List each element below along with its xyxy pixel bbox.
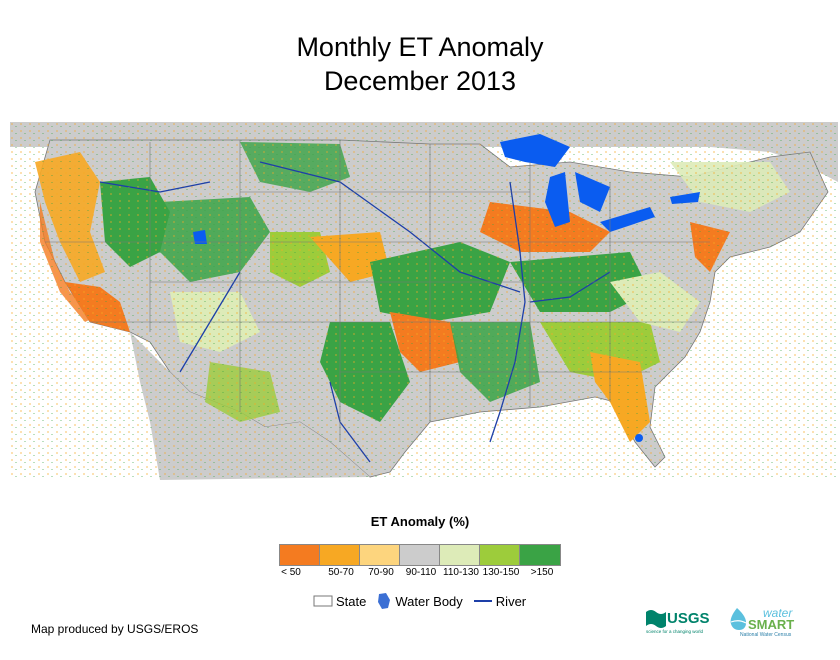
legend-label: >150 <box>530 567 554 578</box>
swatch-lt-50 <box>280 545 320 565</box>
map-subtitle: December 2013 <box>323 66 517 96</box>
watersmart-top: water <box>763 606 793 620</box>
legend-labels: < 50 50-70 70-90 90-110 110-130 130-150 … <box>279 567 563 581</box>
swatch-110-130 <box>440 545 480 565</box>
layer-legend: State Water Body River <box>313 592 536 610</box>
layer-river-label: River <box>495 593 527 609</box>
river-symbol-icon <box>473 600 492 602</box>
usgs-tagline: science for a changing world <box>646 629 704 634</box>
columbia-river <box>99 181 211 193</box>
swatch-130-150 <box>480 545 520 565</box>
layer-state-label: State <box>336 593 367 609</box>
lake-superior <box>500 134 570 167</box>
lake-michigan <box>545 172 570 227</box>
usgs-wordmark: USGS <box>667 610 710 627</box>
lake-okeechobee <box>635 434 643 442</box>
swatch-gt-150 <box>520 545 560 565</box>
swatch-50-70 <box>320 545 360 565</box>
water-bodies <box>193 134 700 442</box>
swatch-70-90 <box>360 545 400 565</box>
logos: USGS science for a changing world water … <box>645 604 815 638</box>
lake-erie <box>600 207 655 232</box>
watersmart-bottom: SMART <box>748 617 794 632</box>
legend-title: ET Anomaly (%) <box>370 514 470 529</box>
legend-label: 130-150 <box>482 567 520 578</box>
state-symbol-icon <box>313 595 333 607</box>
great-salt-lake <box>193 230 207 244</box>
legend-label: 50-70 <box>328 567 354 578</box>
map-credit: Map produced by USGS/EROS <box>31 622 199 636</box>
layer-water-body: Water Body <box>376 592 463 610</box>
state-borders <box>45 140 710 442</box>
lake-ontario <box>670 192 700 204</box>
layer-water-body-label: Water Body <box>395 593 463 609</box>
et-anomaly-map <box>10 122 838 480</box>
legend-label: < 50 <box>281 567 301 578</box>
legend-label: 110-130 <box>443 567 479 578</box>
layer-river: River <box>473 594 526 609</box>
mississippi-river <box>489 181 526 443</box>
watersmart-tagline: National Water Census <box>740 632 792 638</box>
missouri-river <box>259 161 521 293</box>
legend-label: 90-110 <box>405 567 437 578</box>
lake-huron <box>575 172 610 212</box>
anomaly-patches <box>10 122 838 480</box>
usgs-logo-icon: USGS science for a changing world <box>646 610 710 634</box>
swatch-90-110 <box>400 545 440 565</box>
watersmart-logo-icon: water SMART National Water Census <box>730 606 794 638</box>
water-body-symbol-icon <box>378 593 391 609</box>
legend-label: 70-90 <box>368 567 394 578</box>
map-title: Monthly ET Anomaly <box>296 32 544 62</box>
usgs-watersmart-logos: USGS science for a changing world water … <box>646 606 794 638</box>
ohio-river <box>529 271 611 303</box>
legend-swatches <box>279 544 561 566</box>
layer-state: State <box>313 594 366 609</box>
